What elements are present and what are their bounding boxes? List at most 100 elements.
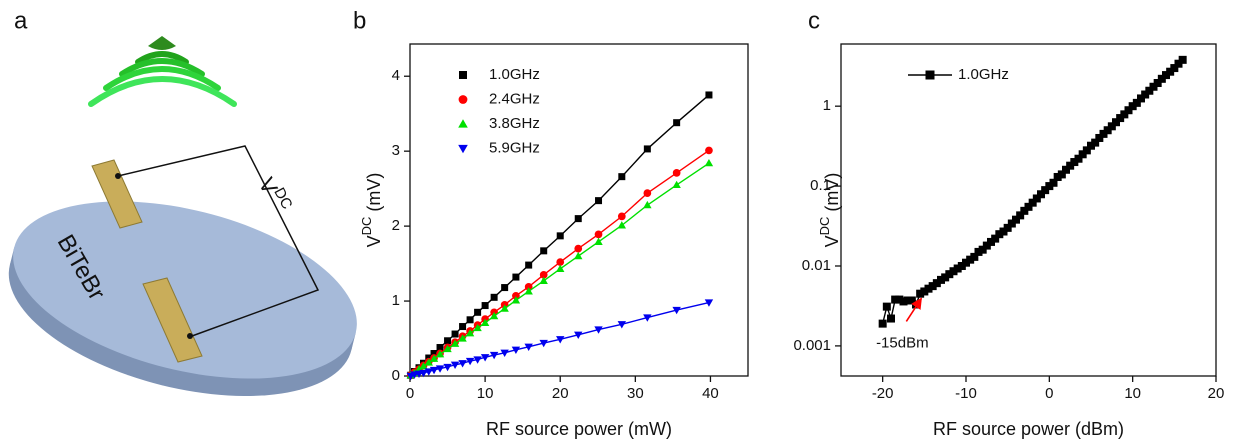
marker: [903, 296, 912, 305]
contact: [187, 333, 193, 339]
marker: [982, 241, 991, 250]
marker: [424, 368, 433, 376]
contact: [115, 173, 121, 179]
marker: [1099, 129, 1108, 138]
marker: [1012, 215, 1020, 224]
marker: [1082, 146, 1091, 155]
y-tick-label: 3: [392, 142, 400, 159]
marker: [473, 356, 482, 364]
legend-label: 1.0GHz: [958, 66, 1009, 83]
marker: [617, 321, 627, 329]
annotation-label: -15dBm: [876, 334, 929, 351]
marker: [450, 361, 460, 369]
legend-marker: [458, 144, 468, 154]
marker: [1103, 126, 1112, 135]
marker: [643, 200, 652, 209]
marker: [473, 323, 482, 332]
marker: [443, 344, 452, 353]
marker: [429, 366, 439, 375]
legend-label: 3.8GHz: [489, 115, 540, 132]
marker: [1153, 79, 1162, 88]
marker: [429, 354, 439, 362]
legend-label: 1.0GHz: [489, 66, 540, 83]
marker: [1137, 94, 1145, 103]
marker: [1070, 158, 1079, 167]
marker: [556, 264, 565, 272]
marker: [941, 273, 950, 282]
marker: [1024, 202, 1033, 211]
marker: [920, 287, 929, 296]
marker: [1078, 150, 1087, 159]
marker: [540, 247, 548, 255]
marker: [436, 344, 444, 352]
marker: [1128, 102, 1137, 111]
marker: [895, 295, 904, 304]
x-axis-label: RF source power (dBm): [933, 419, 1124, 439]
marker: [916, 289, 925, 298]
x-axis-label: RF source power (mW): [486, 419, 672, 439]
disk: [8, 201, 357, 396]
marker: [1141, 90, 1150, 99]
marker: [1032, 194, 1041, 203]
panel-label: b: [353, 7, 366, 34]
marker: [490, 293, 498, 301]
marker: [945, 270, 954, 279]
marker: [978, 245, 987, 254]
marker: [511, 296, 521, 304]
marker: [1053, 172, 1062, 181]
y-axis-label-unit: (mV): [364, 173, 384, 217]
marker: [500, 349, 509, 357]
marker: [595, 197, 603, 205]
marker: [574, 244, 583, 253]
marker: [1087, 141, 1095, 150]
marker: [419, 362, 428, 370]
legend-marker: [925, 70, 935, 80]
marker: [643, 314, 652, 322]
marker: [672, 306, 681, 315]
marker: [1016, 211, 1025, 220]
marker: [594, 237, 603, 246]
marker: [480, 318, 490, 326]
marker: [1091, 138, 1100, 147]
marker: [480, 354, 490, 362]
y-tick-label: 4: [392, 67, 400, 84]
marker: [995, 230, 1004, 239]
marker: [1041, 186, 1050, 195]
marker: [489, 351, 499, 360]
marker: [465, 357, 475, 366]
marker: [705, 91, 713, 99]
marker: [1132, 98, 1141, 107]
rf-waves: [88, 36, 237, 107]
panel-label: a: [14, 7, 28, 34]
y-tick-label: 0: [392, 367, 400, 384]
marker: [1095, 133, 1104, 142]
marker: [618, 173, 626, 181]
marker: [1066, 161, 1075, 170]
x-tick-label: 0: [406, 385, 414, 402]
marker: [501, 284, 509, 292]
marker: [704, 299, 714, 307]
x-tick-label: 0: [1045, 385, 1053, 402]
marker: [974, 247, 983, 256]
legend-label: 5.9GHz: [489, 139, 540, 156]
marker: [899, 297, 908, 306]
marker: [1149, 82, 1158, 91]
x-tick-label: 40: [702, 385, 719, 402]
legend-marker: [458, 95, 468, 104]
marker: [878, 319, 887, 328]
marker: [524, 343, 533, 351]
marker: [450, 339, 460, 347]
marker: [1120, 110, 1129, 119]
marker: [1003, 223, 1012, 232]
y-tick-label: 0.001: [793, 337, 831, 354]
electrode: [91, 159, 143, 229]
y-tick-label: 2: [392, 217, 400, 234]
marker: [1178, 55, 1187, 64]
marker: [500, 304, 509, 312]
panel-label: c: [808, 7, 820, 34]
voltage-label: VDC: [254, 172, 296, 217]
device-diagram: BiTeBr VDC: [8, 36, 357, 396]
marker: [643, 145, 651, 153]
marker: [987, 237, 995, 246]
marker: [458, 334, 467, 342]
